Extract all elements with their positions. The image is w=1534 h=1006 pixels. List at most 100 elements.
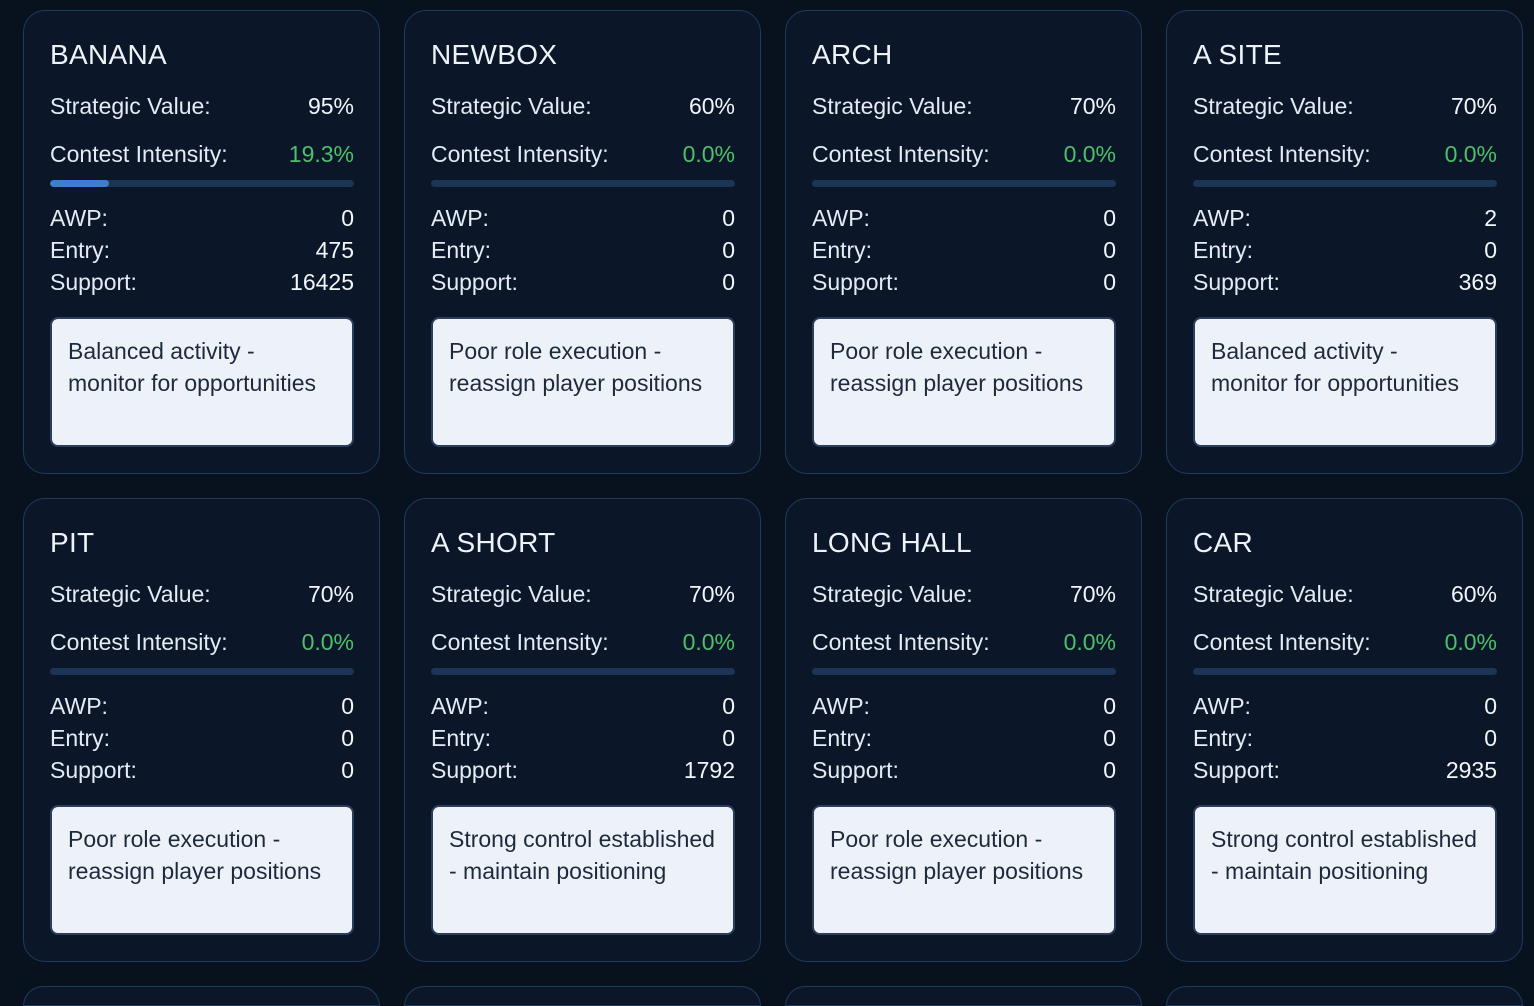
support-row: Support: 2935: [1193, 757, 1497, 784]
entry-label: Entry:: [1193, 725, 1254, 751]
entry-value: 0: [1484, 725, 1497, 751]
support-value: 0: [341, 757, 354, 783]
intensity-bar-fill: [50, 180, 109, 187]
recommendation-box: Strong control established - maintain po…: [1193, 805, 1497, 935]
support-label: Support:: [812, 269, 899, 295]
entry-row: Entry: 0: [812, 237, 1116, 264]
awp-label: AWP:: [50, 205, 108, 231]
support-label: Support:: [812, 757, 899, 783]
zone-card-banana: BANANA Strategic Value: 95% Contest Inten…: [23, 10, 380, 474]
contest-intensity: 0.0%: [1444, 141, 1497, 167]
zone-card-a-short: A SHORT Strategic Value: 70% Contest Inte…: [404, 498, 761, 962]
entry-label: Entry:: [812, 237, 873, 263]
entry-row: Entry: 0: [50, 725, 354, 752]
intensity-bar: [431, 668, 735, 675]
awp-row: AWP: 0: [50, 205, 354, 232]
awp-value: 0: [341, 205, 354, 231]
contest-intensity: 0.0%: [1444, 629, 1497, 655]
entry-value: 0: [1103, 725, 1116, 751]
strategic-value-label: Strategic Value:: [812, 581, 973, 607]
support-label: Support:: [1193, 757, 1280, 783]
contest-intensity-label: Contest Intensity:: [431, 141, 609, 167]
entry-value: 0: [722, 725, 735, 751]
contest-intensity-label: Contest Intensity:: [50, 629, 228, 655]
support-row: Support: 16425: [50, 269, 354, 296]
strategic-value-label: Strategic Value:: [1193, 93, 1354, 119]
contest-intensity-label: Contest Intensity:: [50, 141, 228, 167]
zone-title: BANANA: [50, 39, 167, 70]
awp-value: 0: [1103, 693, 1116, 719]
strategic-value: 60%: [688, 93, 735, 119]
entry-row: Entry: 475: [50, 237, 354, 264]
awp-value: 0: [1103, 205, 1116, 231]
strategic-value-row: Strategic Value: 95%: [50, 93, 354, 120]
awp-label: AWP:: [1193, 205, 1251, 231]
zone-title: NEWBOX: [431, 39, 558, 70]
contest-intensity: 0.0%: [1063, 141, 1116, 167]
contest-intensity: 0.0%: [682, 141, 735, 167]
zone-title: LONG HALL: [812, 527, 972, 558]
awp-value: 2: [1484, 205, 1497, 231]
entry-row: Entry: 0: [812, 725, 1116, 752]
strategic-value: 70%: [1069, 581, 1116, 607]
strategic-value: 70%: [1450, 93, 1497, 119]
zone-card-pit: PIT Strategic Value: 70% Contest Intensit…: [23, 498, 380, 962]
support-label: Support:: [431, 757, 518, 783]
strategic-value: 70%: [1069, 93, 1116, 119]
strategic-value-label: Strategic Value:: [431, 581, 592, 607]
entry-label: Entry:: [431, 725, 492, 751]
support-value: 0: [1103, 757, 1116, 783]
zone-title: PIT: [50, 527, 95, 558]
support-value: 2935: [1445, 757, 1497, 783]
support-row: Support: 369: [1193, 269, 1497, 296]
zone-card-partial: [1166, 986, 1523, 1006]
contest-intensity-row: Contest Intensity: 0.0%: [812, 141, 1116, 168]
zone-title: CAR: [1193, 527, 1254, 558]
zone-title: ARCH: [812, 39, 893, 70]
zone-card-partial: [23, 986, 380, 1006]
strategic-value-label: Strategic Value:: [431, 93, 592, 119]
zone-card-partial: [785, 986, 1142, 1006]
contest-intensity-row: Contest Intensity: 0.0%: [1193, 141, 1497, 168]
entry-row: Entry: 0: [431, 237, 735, 264]
strategic-value-row: Strategic Value: 70%: [812, 581, 1116, 608]
contest-intensity-label: Contest Intensity:: [431, 629, 609, 655]
intensity-bar: [812, 180, 1116, 187]
entry-value: 0: [341, 725, 354, 751]
strategic-value-label: Strategic Value:: [50, 93, 211, 119]
entry-value: 0: [1103, 237, 1116, 263]
recommendation-box: Poor role execution - reassign player po…: [812, 805, 1116, 935]
support-value: 0: [1103, 269, 1116, 295]
contest-intensity-label: Contest Intensity:: [1193, 629, 1371, 655]
zone-title: A SHORT: [431, 527, 556, 558]
contest-intensity-label: Contest Intensity:: [812, 141, 990, 167]
contest-intensity-row: Contest Intensity: 0.0%: [50, 629, 354, 656]
strategic-value-row: Strategic Value: 60%: [1193, 581, 1497, 608]
strategic-value: 60%: [1450, 581, 1497, 607]
zone-card-newbox: NEWBOX Strategic Value: 60% Contest Inten…: [404, 10, 761, 474]
strategic-value-row: Strategic Value: 70%: [1193, 93, 1497, 120]
support-value: 16425: [290, 269, 354, 295]
support-value: 0: [722, 269, 735, 295]
contest-intensity: 0.0%: [682, 629, 735, 655]
awp-label: AWP:: [812, 205, 870, 231]
awp-label: AWP:: [431, 693, 489, 719]
awp-row: AWP: 0: [812, 205, 1116, 232]
entry-row: Entry: 0: [1193, 237, 1497, 264]
support-row: Support: 0: [812, 757, 1116, 784]
intensity-bar: [812, 668, 1116, 675]
recommendation-box: Poor role execution - reassign player po…: [50, 805, 354, 935]
awp-row: AWP: 0: [50, 693, 354, 720]
support-row: Support: 0: [50, 757, 354, 784]
recommendation-box: Poor role execution - reassign player po…: [812, 317, 1116, 447]
strategic-value-label: Strategic Value:: [812, 93, 973, 119]
zone-card-partial: [404, 986, 761, 1006]
strategic-value: 95%: [307, 93, 354, 119]
awp-row: AWP: 0: [812, 693, 1116, 720]
awp-row: AWP: 2: [1193, 205, 1497, 232]
support-label: Support:: [431, 269, 518, 295]
intensity-bar: [1193, 668, 1497, 675]
awp-row: AWP: 0: [431, 693, 735, 720]
strategic-value-row: Strategic Value: 60%: [431, 93, 735, 120]
zone-card-long-hall: LONG HALL Strategic Value: 70% Contest In…: [785, 498, 1142, 962]
